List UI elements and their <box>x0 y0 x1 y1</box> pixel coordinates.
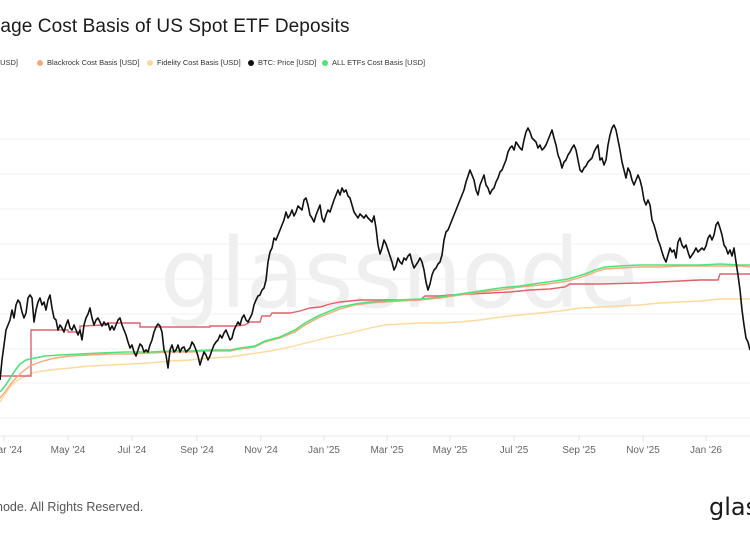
legend-item-blackrock[interactable]: Blackrock Cost Basis [USD] <box>37 58 140 67</box>
x-tick-label: Nov '24 <box>244 445 278 456</box>
chart-legend: [USD] Blackrock Cost Basis [USD] Fidelit… <box>0 58 750 70</box>
gridlines <box>0 138 750 419</box>
btc-price-line <box>0 124 750 381</box>
chart-title: rage Cost Basis of US Spot ETF Deposits <box>0 16 350 37</box>
x-tick-label: May '25 <box>432 445 468 456</box>
fidelity-cost-basis-line <box>0 298 750 403</box>
legend-dot-icon <box>248 59 254 66</box>
legend-dot-icon <box>147 59 153 66</box>
legend-item-all-etfs[interactable]: ALL ETFs Cost Basis [USD] <box>322 58 425 67</box>
legend-item-fidelity[interactable]: Fidelity Cost Basis [USD] <box>147 58 241 67</box>
legend-item-btc-price[interactable]: BTC: Price [USD] <box>248 58 316 67</box>
all-etfs-cost-basis-line <box>0 263 750 393</box>
x-tick-label: Mar '25 <box>370 445 404 456</box>
legend-label: Fidelity Cost Basis [USD] <box>157 58 241 67</box>
legend-label: Blackrock Cost Basis [USD] <box>47 58 140 67</box>
legend-label: ALL ETFs Cost Basis [USD] <box>332 58 426 67</box>
copyright-text: node. All Rights Reserved. <box>0 500 144 514</box>
x-axis-ticks <box>3 436 707 441</box>
x-tick-label: Nov '25 <box>626 445 660 456</box>
x-tick-label: May '24 <box>50 445 86 456</box>
legend-dot-icon <box>37 59 43 66</box>
legend-item-red-series[interactable]: [USD] <box>0 58 18 67</box>
legend-label: [USD] <box>0 58 19 67</box>
x-tick-label: Jan '26 <box>690 445 722 456</box>
x-tick-label: Jan '25 <box>308 445 340 456</box>
x-tick-label: Jul '25 <box>499 445 529 456</box>
legend-label: BTC: Price [USD] <box>258 58 317 67</box>
x-tick-label: ar '24 <box>0 445 23 456</box>
red-cost-basis-line <box>0 273 750 377</box>
blackrock-cost-basis-line <box>0 265 750 399</box>
x-tick-label: Sep '25 <box>562 445 596 456</box>
glassnode-logo: glas <box>709 493 750 521</box>
legend-dot-icon <box>322 59 328 66</box>
x-tick-label: Jul '24 <box>117 445 147 456</box>
chart-plot-area[interactable] <box>0 90 750 465</box>
x-tick-label: Sep '24 <box>180 445 214 456</box>
